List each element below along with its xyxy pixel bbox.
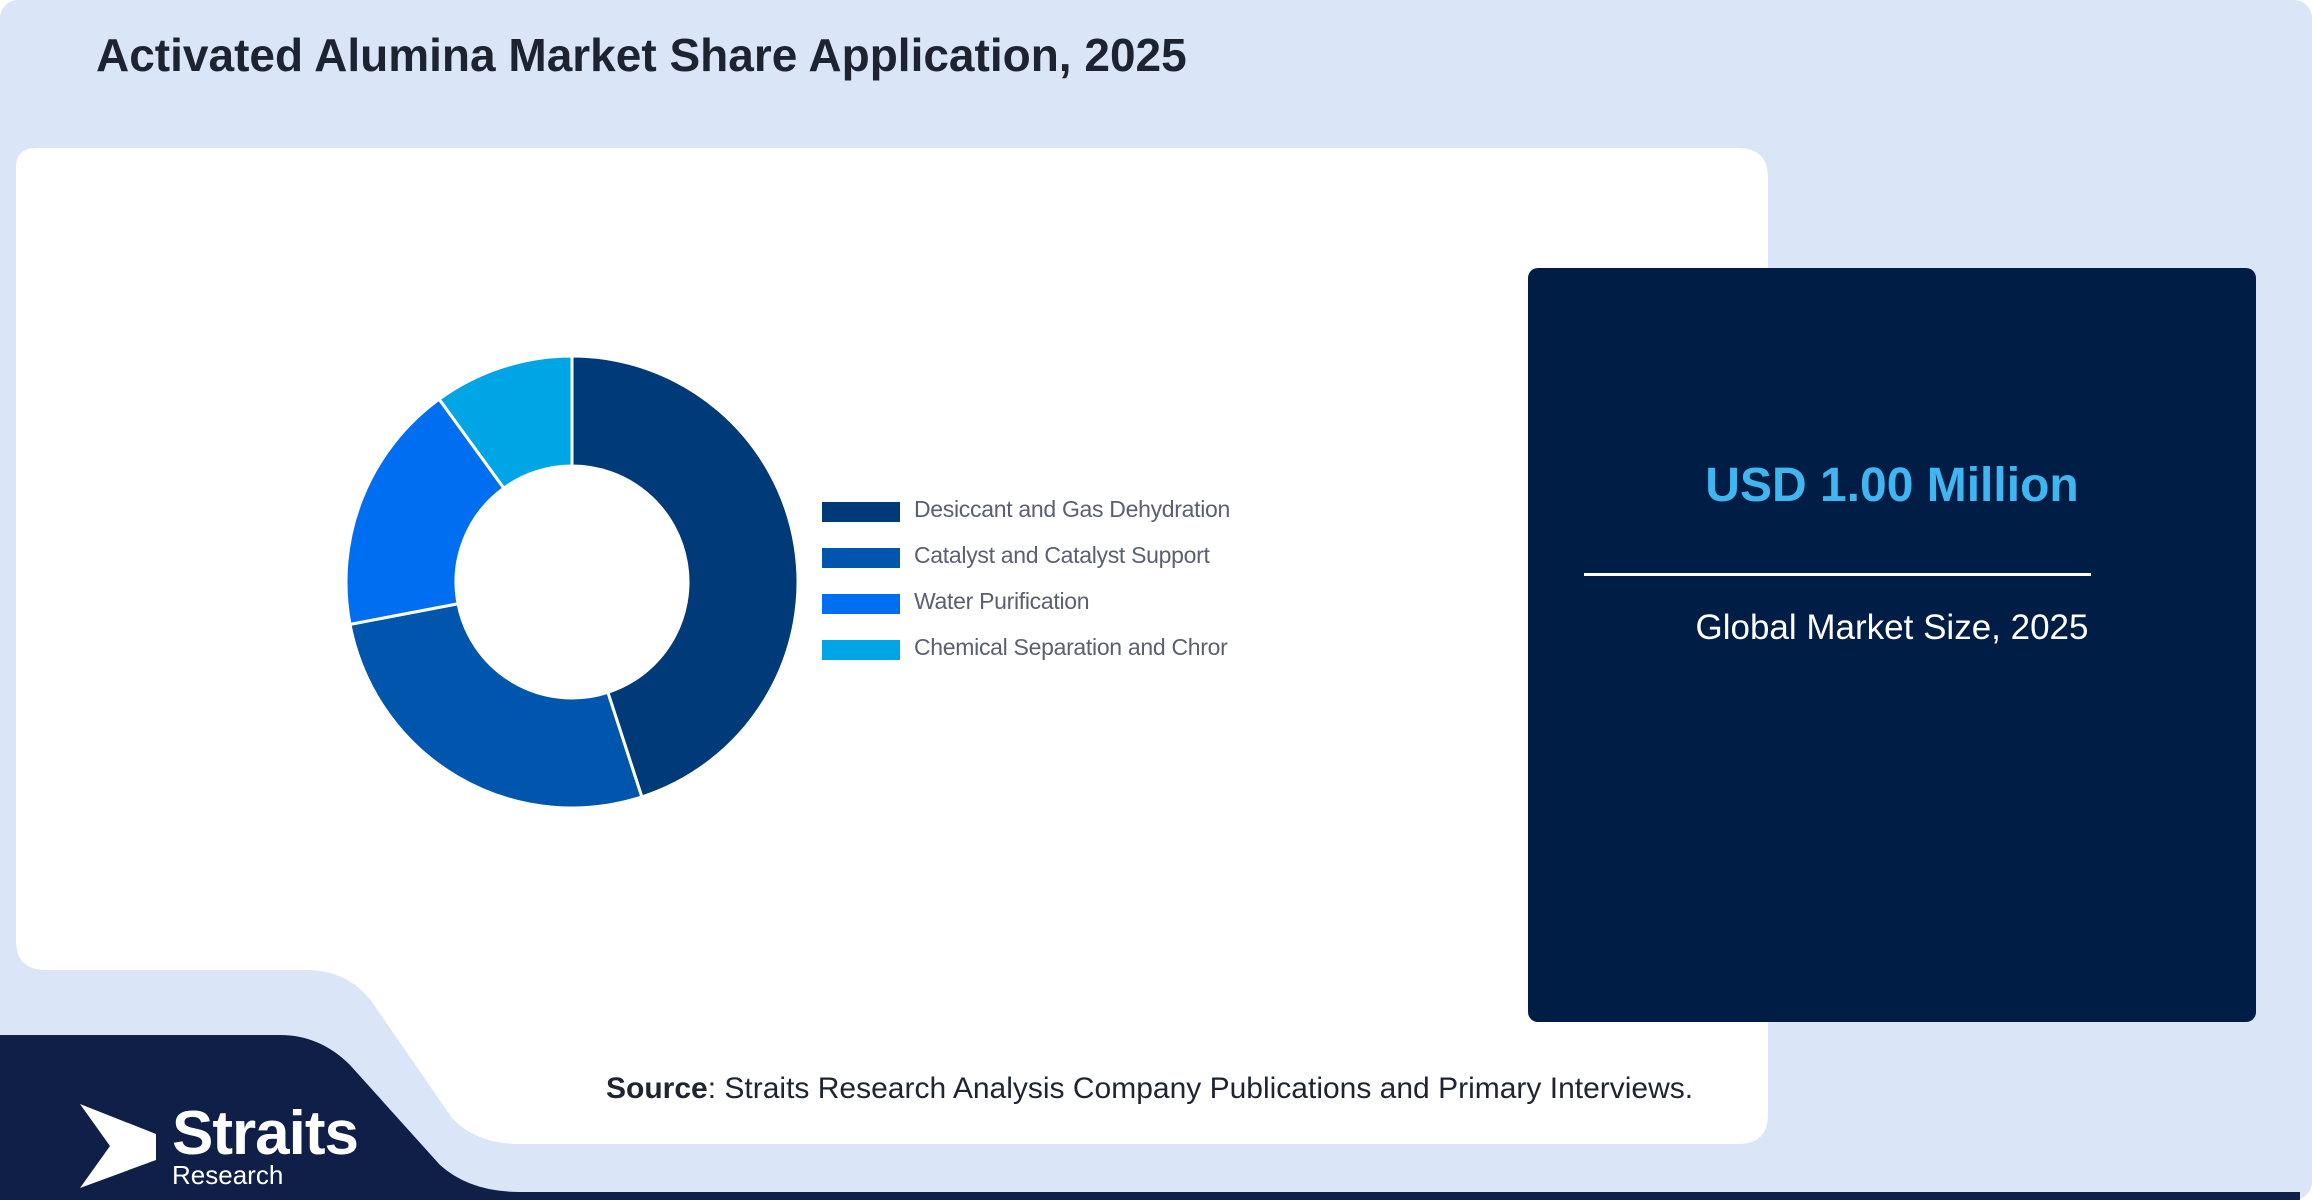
donut-chart [344,354,800,810]
legend-swatch [822,640,900,660]
legend-item: Chemical Separation and Chror [822,628,1256,674]
donut-slice [348,601,644,810]
page-title: Activated Alumina Market Share Applicati… [96,29,1187,81]
market-size-value: USD 1.00 Million [1705,459,2079,512]
legend-item: Catalyst and Catalyst Support [822,536,1256,582]
legend-swatch [822,594,900,614]
legend-label: Catalyst and Catalyst Support [914,542,1210,568]
legend-swatch [822,548,900,568]
logo-mark [80,1104,156,1188]
source-label: Source [606,1072,708,1105]
source-note: Source: Straits Research Analysis Compan… [606,1072,1693,1106]
legend-label: Water Purification [914,588,1090,614]
legend-item: Water Purification [822,582,1256,628]
chart-legend: Desiccant and Gas Dehydration Catalyst a… [822,490,1256,674]
logo-name: Straits [172,1099,359,1168]
footer-band [0,1035,2300,1200]
card-divider [1584,573,2091,576]
legend-label: Chemical Separation and Chror [914,634,1228,660]
legend-swatch [822,502,900,522]
market-size-caption: Global Market Size, 2025 [1695,608,2089,647]
donut-slice [570,354,800,799]
donut-slice [437,354,574,491]
legend-item: Desiccant and Gas Dehydration [822,490,1256,536]
market-size-card: USD 1.00 Million Global Market Size, 202… [1528,268,2256,1022]
source-text: : Straits Research Analysis Company Publ… [707,1072,1694,1105]
donut-slice [344,397,506,627]
logo-subtitle: Research [172,1160,284,1190]
legend-label: Desiccant and Gas Dehydration [914,496,1231,522]
